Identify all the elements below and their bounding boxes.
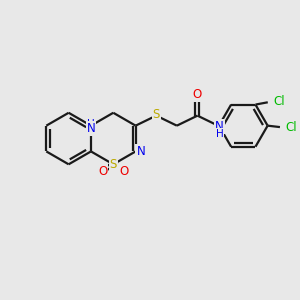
- Text: H: H: [87, 119, 95, 129]
- Text: N: N: [215, 120, 224, 133]
- Text: S: S: [110, 158, 117, 171]
- Text: O: O: [119, 165, 128, 178]
- Text: O: O: [193, 88, 202, 101]
- Text: N: N: [87, 122, 95, 135]
- Text: N: N: [136, 145, 145, 158]
- Text: H: H: [216, 129, 224, 139]
- Text: Cl: Cl: [286, 121, 297, 134]
- Text: O: O: [98, 165, 107, 178]
- Text: S: S: [152, 108, 160, 121]
- Text: Cl: Cl: [274, 95, 285, 108]
